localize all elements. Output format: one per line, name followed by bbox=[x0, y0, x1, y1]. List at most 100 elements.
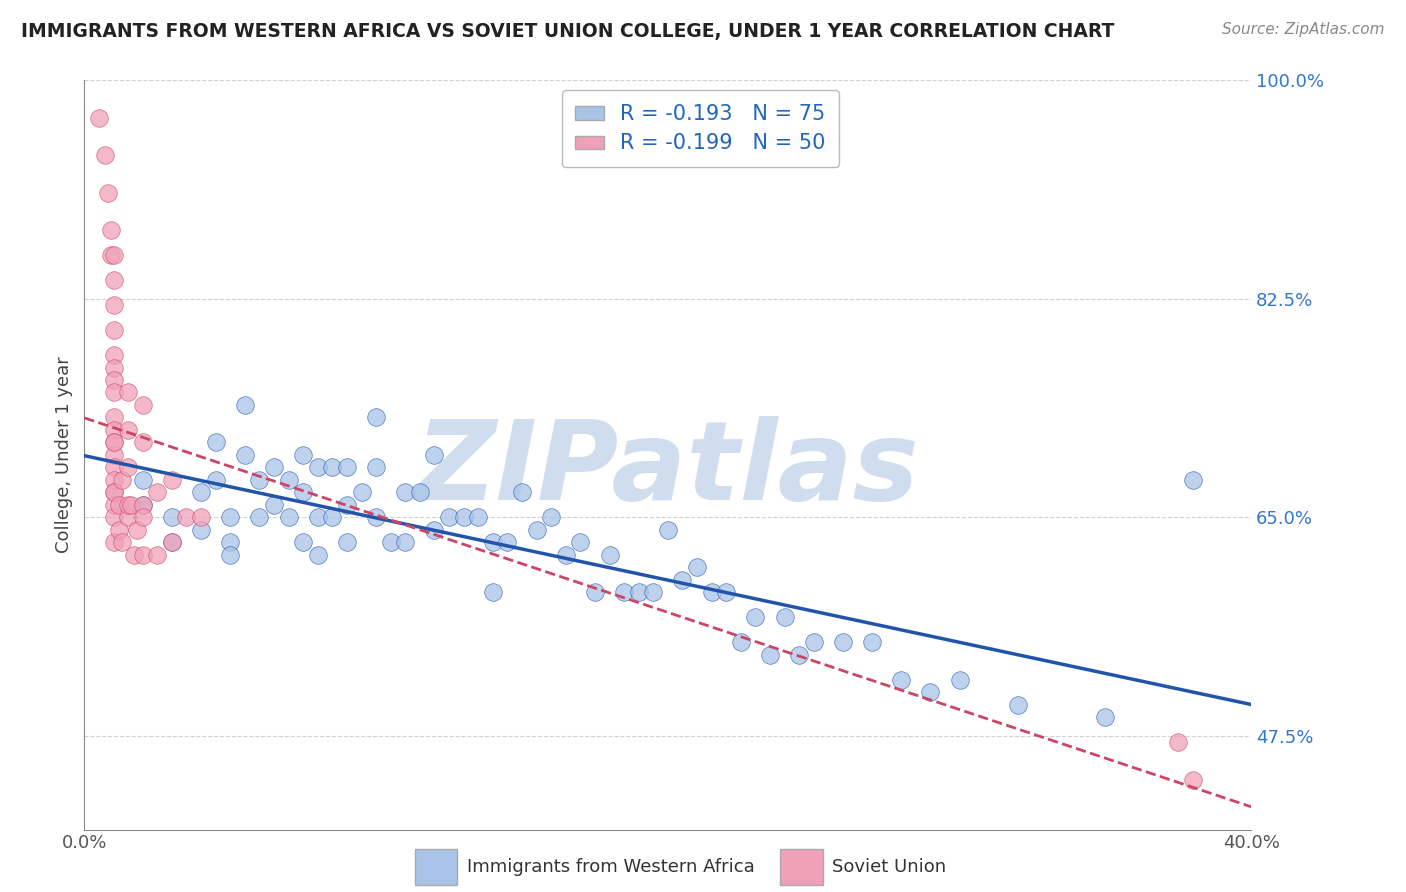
Point bbox=[803, 635, 825, 649]
Point bbox=[482, 535, 505, 549]
Point bbox=[103, 498, 125, 512]
Point bbox=[219, 510, 242, 524]
Point bbox=[97, 186, 120, 200]
Point bbox=[336, 535, 359, 549]
Point bbox=[108, 498, 131, 512]
Point bbox=[510, 485, 533, 500]
Point bbox=[103, 248, 125, 262]
Point bbox=[350, 485, 373, 500]
Point bbox=[219, 535, 242, 549]
Point bbox=[366, 460, 388, 475]
Point bbox=[890, 673, 912, 687]
Point bbox=[103, 423, 125, 437]
Point bbox=[190, 510, 212, 524]
Point bbox=[103, 448, 125, 462]
Point bbox=[132, 498, 155, 512]
Point bbox=[263, 460, 285, 475]
Point bbox=[540, 510, 562, 524]
Point bbox=[292, 535, 315, 549]
Point bbox=[686, 560, 709, 574]
Point bbox=[409, 485, 432, 500]
Legend: R = -0.193   N = 75, R = -0.199   N = 50: R = -0.193 N = 75, R = -0.199 N = 50 bbox=[561, 90, 839, 167]
Point bbox=[190, 485, 212, 500]
Point bbox=[643, 585, 665, 599]
Point bbox=[307, 548, 329, 562]
Point bbox=[204, 473, 226, 487]
Point bbox=[482, 585, 505, 599]
Point bbox=[111, 535, 134, 549]
Point bbox=[453, 510, 475, 524]
Point bbox=[125, 523, 148, 537]
Point bbox=[117, 510, 139, 524]
Point bbox=[176, 510, 198, 524]
Point bbox=[423, 448, 446, 462]
Point bbox=[103, 360, 125, 375]
Point bbox=[103, 485, 125, 500]
Point bbox=[657, 523, 679, 537]
Point bbox=[100, 248, 122, 262]
Point bbox=[671, 573, 693, 587]
Point bbox=[103, 535, 125, 549]
Point bbox=[759, 648, 782, 662]
Point bbox=[730, 635, 752, 649]
Point bbox=[132, 398, 155, 412]
Point bbox=[554, 548, 576, 562]
Point bbox=[860, 635, 883, 649]
Point bbox=[122, 548, 145, 562]
Point bbox=[160, 473, 183, 487]
Point bbox=[307, 460, 329, 475]
Point bbox=[321, 510, 343, 524]
Point bbox=[103, 298, 125, 312]
Point bbox=[103, 373, 125, 387]
Point bbox=[336, 460, 359, 475]
Point bbox=[1182, 772, 1205, 787]
Text: Source: ZipAtlas.com: Source: ZipAtlas.com bbox=[1222, 22, 1385, 37]
Point bbox=[132, 498, 155, 512]
Point bbox=[1094, 710, 1116, 724]
Text: ZIPatlas: ZIPatlas bbox=[416, 417, 920, 524]
Point bbox=[292, 485, 315, 500]
Point bbox=[569, 535, 592, 549]
Point bbox=[103, 510, 125, 524]
Point bbox=[103, 485, 125, 500]
Point bbox=[146, 548, 169, 562]
Point bbox=[613, 585, 636, 599]
Point bbox=[599, 548, 621, 562]
Point bbox=[394, 485, 416, 500]
Point bbox=[132, 548, 155, 562]
Point bbox=[103, 410, 125, 425]
Point bbox=[263, 498, 285, 512]
Point bbox=[233, 398, 256, 412]
Point bbox=[773, 610, 796, 624]
Text: IMMIGRANTS FROM WESTERN AFRICA VS SOVIET UNION COLLEGE, UNDER 1 YEAR CORRELATION: IMMIGRANTS FROM WESTERN AFRICA VS SOVIET… bbox=[21, 22, 1115, 41]
Point bbox=[108, 523, 131, 537]
Point bbox=[103, 323, 125, 337]
Point bbox=[190, 523, 212, 537]
Point bbox=[160, 535, 183, 549]
Point bbox=[277, 473, 299, 487]
Point bbox=[1167, 735, 1189, 749]
Point bbox=[292, 448, 315, 462]
Point bbox=[277, 510, 299, 524]
Point bbox=[100, 223, 122, 237]
Point bbox=[117, 460, 139, 475]
Point bbox=[233, 448, 256, 462]
Point bbox=[94, 148, 117, 162]
Point bbox=[146, 485, 169, 500]
Point bbox=[307, 510, 329, 524]
Point bbox=[366, 410, 388, 425]
Point bbox=[103, 273, 125, 287]
Point bbox=[117, 423, 139, 437]
Point bbox=[160, 510, 183, 524]
Point bbox=[744, 610, 766, 624]
Point bbox=[219, 548, 242, 562]
Point bbox=[160, 535, 183, 549]
Point bbox=[787, 648, 810, 662]
Point bbox=[103, 435, 125, 450]
Point bbox=[249, 510, 271, 524]
Point bbox=[132, 435, 155, 450]
Point bbox=[103, 348, 125, 362]
Point bbox=[117, 498, 139, 512]
Text: Immigrants from Western Africa: Immigrants from Western Africa bbox=[467, 858, 755, 876]
Point bbox=[120, 498, 142, 512]
